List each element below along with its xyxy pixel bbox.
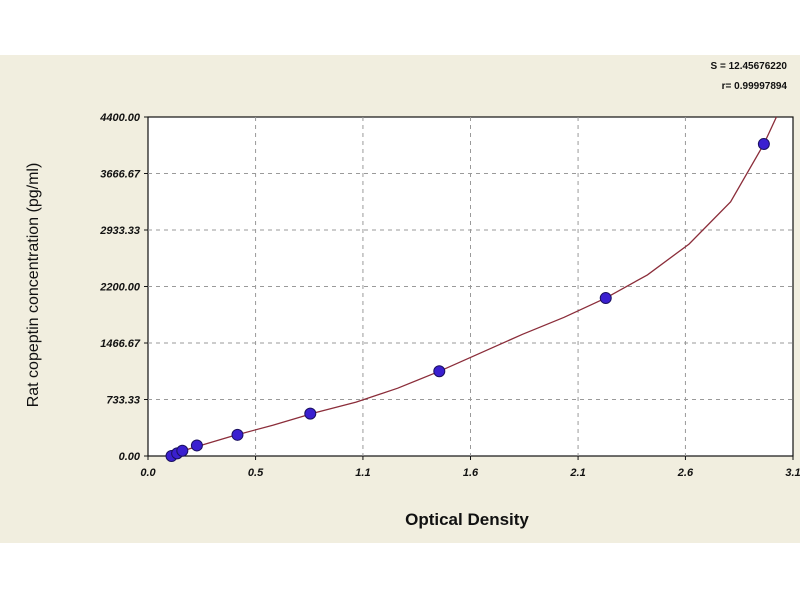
x-tick-label: 2.6 (677, 467, 694, 479)
y-tick-label: 733.33 (106, 395, 140, 407)
x-tick-label: 3.1 (785, 467, 800, 479)
x-tick-label: 2.1 (569, 467, 585, 479)
y-tick-label: 3666.67 (100, 168, 141, 180)
y-tick-label: 2200.00 (99, 282, 141, 294)
grid-lines (148, 117, 793, 456)
x-axis-label: Optical Density (405, 510, 529, 529)
y-tick-label: 4400.00 (99, 112, 141, 124)
data-point (304, 407, 317, 420)
x-axis-ticks: 0.0 0.5 1.1 1.6 2.1 2.6 3.1 (140, 456, 800, 479)
y-axis-ticks: 0.00 733.33 1466.67 2200.00 2933.33 3666.67 44… (99, 112, 148, 463)
y-tick-label: 2933.33 (99, 225, 140, 237)
stat-s-value: S = 12.45676220 (711, 61, 788, 72)
x-tick-label: 0.5 (248, 467, 264, 479)
data-point (231, 428, 244, 441)
x-tick-label: 1.6 (463, 467, 479, 479)
fit-curve (168, 116, 777, 457)
data-points (165, 137, 770, 462)
y-axis-label: Rat copeptin concentration (pg/ml) (25, 163, 42, 408)
y-tick-label: 0.00 (119, 451, 141, 463)
data-point (176, 444, 189, 457)
stat-r-value: r= 0.99997894 (722, 81, 788, 92)
x-tick-label: 0.0 (140, 467, 156, 479)
data-point (433, 365, 446, 378)
y-tick-label: 1466.67 (100, 338, 141, 350)
x-tick-label: 1.1 (355, 467, 370, 479)
data-point (599, 292, 612, 305)
data-point (190, 439, 203, 452)
data-point (757, 137, 770, 150)
